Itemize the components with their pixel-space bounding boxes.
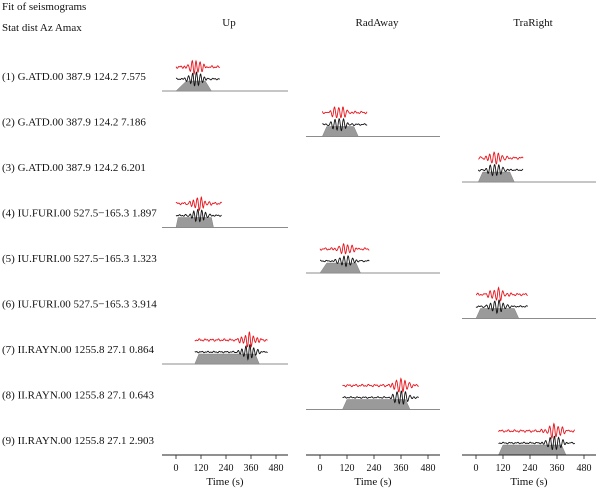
synthetic-trace-row-2 — [322, 117, 368, 132]
observed-trace-row-6 — [475, 286, 528, 302]
row-label-4: (4) IU.FURI.00 527.5−165.3 1.897 — [2, 208, 157, 220]
time-window-row-5 — [319, 262, 361, 274]
x-tick-label-360-traright: 360 — [550, 463, 565, 474]
x-axis-label-up: Time (s) — [206, 476, 244, 488]
time-window-row-2 — [321, 126, 359, 137]
x-tick-label-0-radaway: 0 — [318, 463, 323, 474]
x-axis-label-traright: Time (s) — [510, 476, 548, 488]
synthetic-trace-row-6 — [475, 299, 528, 315]
observed-trace-row-2 — [321, 106, 368, 119]
column-title-up: Up — [222, 17, 236, 29]
synthetic-trace-row-8 — [342, 390, 419, 405]
x-tick-label-480-radaway: 480 — [421, 463, 436, 474]
synthetic-trace-row-4 — [175, 208, 222, 223]
x-tick-label-480-traright: 480 — [577, 463, 592, 474]
x-tick-label-120-traright: 120 — [496, 463, 511, 474]
observed-trace-row-4 — [175, 195, 222, 212]
time-window-row-7 — [194, 353, 260, 365]
synthetic-trace-row-3 — [477, 164, 524, 177]
row-label-9: (9) II.RAYN.00 1255.8 27.1 2.903 — [2, 435, 155, 447]
row-label-6: (6) IU.FURI.00 527.5−165.3 3.914 — [2, 299, 157, 311]
figure-title: Fit of seismograms — [2, 1, 87, 13]
row-label-3: (3) G.ATD.00 387.9 124.2 6.201 — [2, 162, 146, 174]
observed-trace-row-3 — [478, 151, 524, 165]
row-label-8: (8) II.RAYN.00 1255.8 27.1 0.643 — [2, 390, 155, 402]
synthetic-trace-row-7 — [194, 343, 268, 361]
x-tick-label-360-up: 360 — [244, 463, 259, 474]
x-tick-label-0-up: 0 — [174, 463, 179, 474]
time-window-row-6 — [475, 308, 520, 319]
synthetic-trace-row-5 — [320, 255, 370, 268]
synthetic-trace-row-1 — [175, 71, 220, 87]
row-label-2: (2) G.ATD.00 387.9 124.2 7.186 — [2, 117, 146, 129]
x-tick-label-240-traright: 240 — [523, 463, 538, 474]
x-tick-label-480-up: 480 — [269, 463, 284, 474]
observed-trace-row-1 — [175, 59, 221, 76]
observed-trace-row-8 — [342, 377, 420, 393]
time-window-row-4 — [175, 217, 214, 228]
row-label-5: (5) IU.FURI.00 527.5−165.3 1.323 — [2, 253, 157, 265]
time-window-row-8 — [342, 399, 411, 410]
time-window-row-1 — [175, 80, 212, 92]
columns-label: Stat dist Az Amax — [2, 22, 82, 34]
time-window-row-3 — [477, 171, 515, 183]
x-tick-label-240-up: 240 — [219, 463, 234, 474]
observed-trace-row-9 — [498, 422, 575, 440]
x-tick-label-120-up: 120 — [194, 463, 209, 474]
x-tick-label-0-traright: 0 — [474, 463, 479, 474]
column-title-radaway: RadAway — [356, 17, 399, 29]
observed-trace-row-7 — [194, 331, 268, 348]
row-label-1: (1) G.ATD.00 387.9 124.2 7.575 — [2, 71, 146, 83]
synthetic-trace-row-9 — [498, 435, 576, 451]
observed-trace-row-5 — [319, 242, 370, 255]
x-tick-label-120-radaway: 120 — [340, 463, 355, 474]
x-axis-label-radaway: Time (s) — [354, 476, 392, 488]
x-tick-label-240-radaway: 240 — [367, 463, 382, 474]
row-label-7: (7) II.RAYN.00 1255.8 27.1 0.864 — [2, 344, 155, 356]
x-tick-label-360-radaway: 360 — [394, 463, 409, 474]
column-title-traright: TraRight — [513, 17, 552, 29]
